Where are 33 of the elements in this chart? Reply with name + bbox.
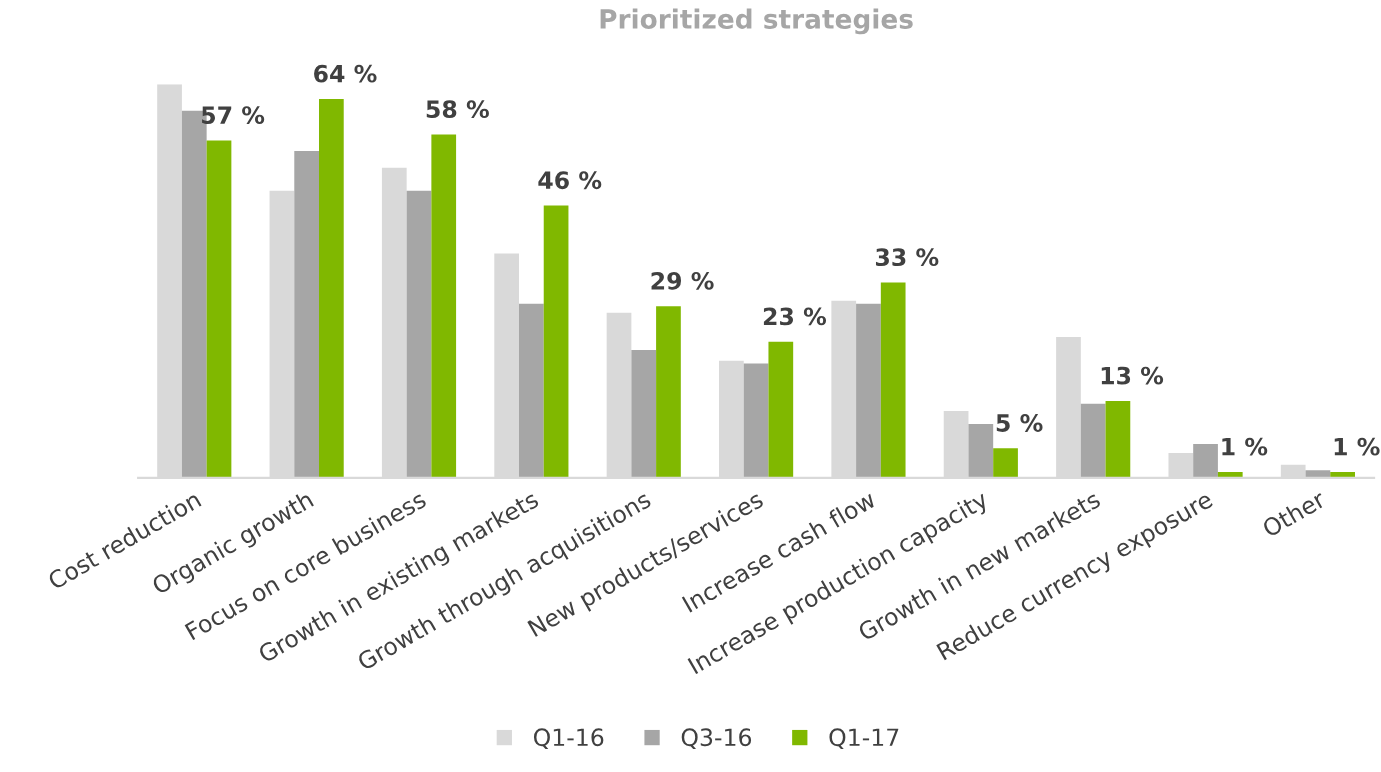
bar xyxy=(656,306,681,478)
legend-label: Q1-17 xyxy=(829,728,899,749)
bar xyxy=(319,98,344,478)
bar xyxy=(993,448,1018,478)
bar xyxy=(856,303,881,478)
chart-title: Prioritized strategies xyxy=(600,8,913,35)
bar xyxy=(206,140,232,478)
bar xyxy=(294,151,319,478)
data-label: 1 % xyxy=(1334,437,1380,456)
bar xyxy=(543,205,569,478)
data-label: 57 % xyxy=(202,106,265,125)
bar xyxy=(1193,444,1218,478)
bar xyxy=(743,363,769,478)
legend-label: Q3-16 xyxy=(681,728,752,749)
data-label: 46 % xyxy=(538,171,602,190)
legend-label: Q1-16 xyxy=(533,728,604,749)
bar xyxy=(431,134,457,478)
bar xyxy=(631,349,657,478)
bar xyxy=(880,282,906,478)
bar xyxy=(519,303,544,478)
bar xyxy=(1105,400,1131,478)
data-label: 5 % xyxy=(996,414,1043,432)
bar xyxy=(968,423,994,478)
data-label: 33 % xyxy=(875,248,939,267)
data-label: 29 % xyxy=(651,271,714,290)
data-label: 1 % xyxy=(1222,437,1268,456)
data-label: 13 % xyxy=(1101,366,1164,385)
data-label: 58 % xyxy=(426,100,489,119)
data-label: 64 % xyxy=(314,64,377,83)
data-label: 23 % xyxy=(763,307,827,326)
bar xyxy=(768,341,794,478)
bar xyxy=(1080,403,1106,478)
bar xyxy=(406,190,432,478)
